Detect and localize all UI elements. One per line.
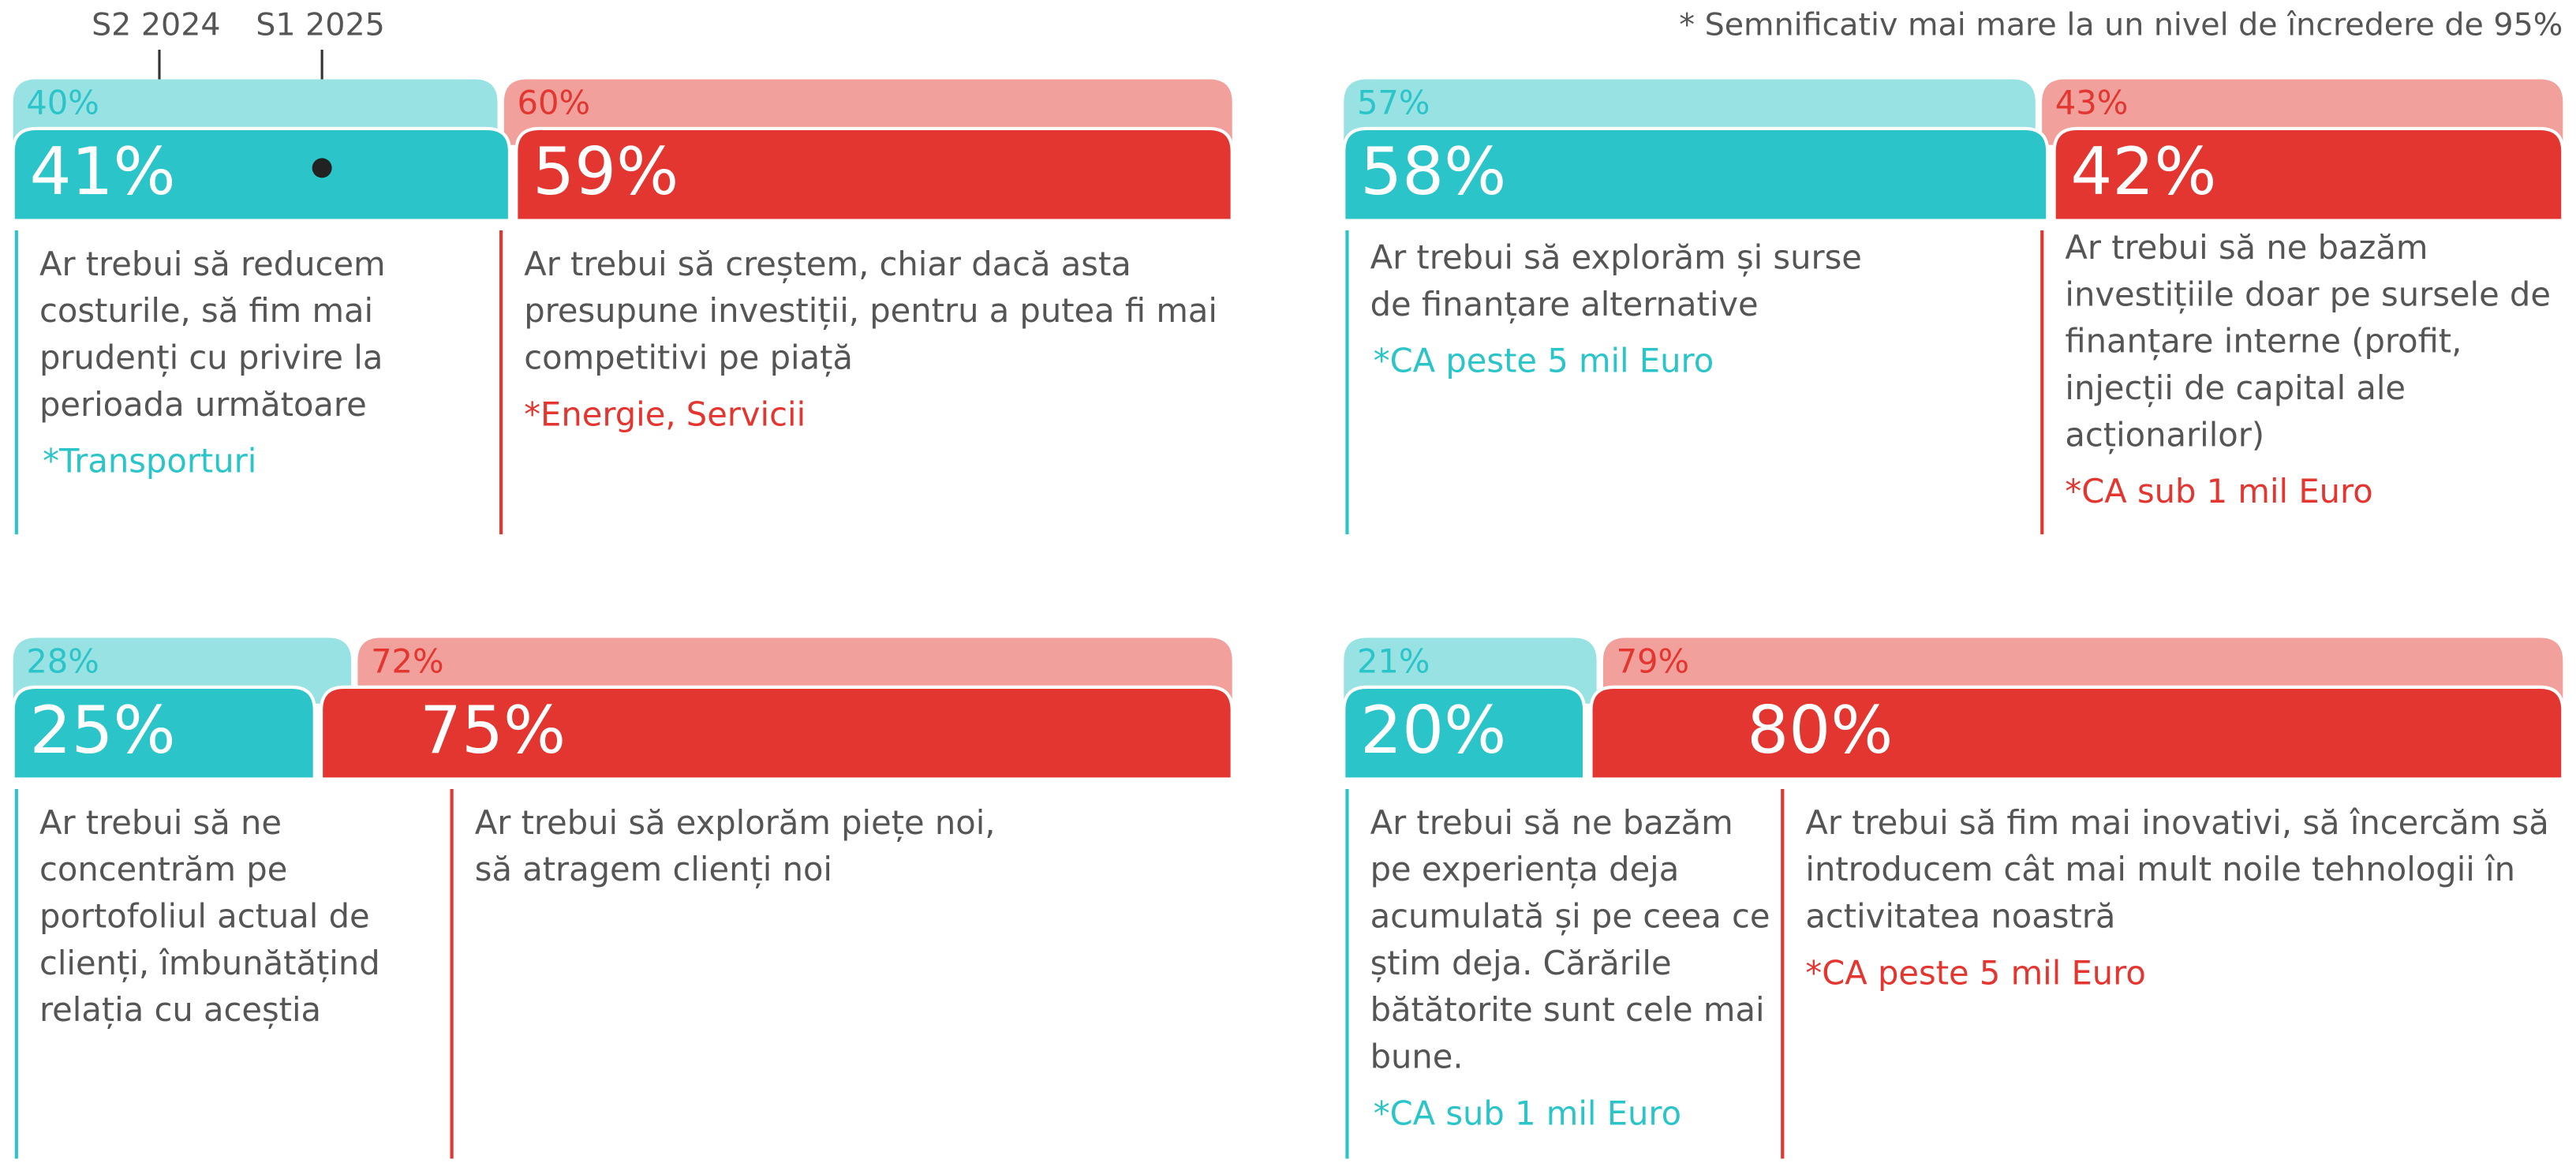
option-text: costurile, să fim mai [39, 291, 373, 330]
option-text: Ar trebui să fim mai inovativi, să încer… [1805, 803, 2548, 842]
option-text: competitivi pe piață [524, 338, 853, 377]
previous-value-label: 43% [2055, 84, 2129, 122]
current-value-label: 58% [1360, 133, 1506, 210]
option-text: Ar trebui să ne bazăm [1370, 803, 1733, 842]
previous-value-label: 60% [517, 84, 590, 122]
previous-value-label: 21% [1357, 642, 1430, 681]
option-text: injecții de capital ale [2065, 368, 2406, 407]
option-text: Ar trebui să reducem [39, 245, 386, 283]
current-segment [320, 685, 1234, 781]
current-segment [1342, 685, 1587, 781]
option-text: prudenți cu privire la [39, 338, 383, 377]
option-text: bune. [1370, 1038, 1464, 1076]
current-value-label: 59% [533, 133, 679, 210]
option-text: concentrăm pe [39, 850, 287, 888]
option-text: acționarilor) [2065, 415, 2264, 454]
option-text: presupune investiții, pentru a putea fi … [524, 291, 1217, 330]
current-segment [11, 685, 316, 781]
option-text: relația cu aceștia [39, 990, 321, 1029]
previous-value-label: 28% [26, 642, 99, 681]
option-note: *CA sub 1 mil Euro [2065, 472, 2372, 510]
current-value-label: 20% [1360, 692, 1506, 768]
option-note: *CA peste 5 mil Euro [1374, 342, 1714, 380]
option-text: introducem cât mai mult noile tehnologii… [1805, 850, 2515, 888]
option-text: știm deja. Cărările [1370, 944, 1672, 982]
current-value-label: 25% [29, 692, 175, 768]
option-text: perioada următoare [39, 385, 367, 424]
option-text: bătătorite sunt cele mai [1370, 990, 1765, 1029]
option-text: Ar trebui să creștem, chiar dacă asta [524, 245, 1131, 283]
option-text: finanțare interne (profit, [2065, 322, 2462, 361]
option-text: pe experiența deja [1370, 850, 1680, 888]
footnote: * Semnificativ mai mare la un nivel de î… [1679, 6, 2563, 43]
option-text: portofoliul actual de [39, 896, 370, 935]
option-text: Ar trebui să ne bazăm [2065, 228, 2428, 267]
option-text: Ar trebui să explorăm piețe noi, [475, 803, 996, 842]
option-text: clienți, îmbunătățind [39, 944, 380, 982]
option-text: investițiile doar pe sursele de [2065, 275, 2551, 313]
option-text: să atragem clienți noi [475, 850, 832, 888]
current-value-label: 42% [2070, 133, 2216, 210]
option-text: de finanțare alternative [1370, 285, 1759, 323]
current-segment [514, 126, 1234, 223]
option-text: activitatea noastră [1805, 896, 2115, 935]
current-value-label: 80% [1747, 692, 1893, 768]
option-text: Ar trebui să ne [39, 803, 282, 842]
current-segment [1589, 685, 2565, 781]
current-value-label: 41% [29, 133, 175, 210]
previous-value-label: 40% [26, 84, 99, 122]
option-note: *CA sub 1 mil Euro [1374, 1094, 1681, 1132]
legend-current: S1 2025 [256, 6, 384, 43]
current-value-label: 75% [420, 692, 566, 768]
previous-value-label: 72% [371, 642, 444, 681]
current-segment [11, 126, 512, 223]
legend-previous: S2 2024 [92, 6, 220, 43]
option-text: acumulată și pe ceea ce [1370, 896, 1770, 935]
option-note: *Energie, Servicii [524, 395, 806, 433]
previous-value-label: 57% [1357, 84, 1430, 122]
previous-value-label: 79% [1617, 642, 1690, 681]
current-segment [1342, 126, 2050, 223]
legend-dot [312, 158, 332, 178]
option-text: Ar trebui să explorăm și surse [1370, 237, 1862, 276]
option-note: *Transporturi [43, 442, 256, 481]
option-note: *CA peste 5 mil Euro [1805, 953, 2145, 992]
current-segment [2052, 126, 2565, 223]
